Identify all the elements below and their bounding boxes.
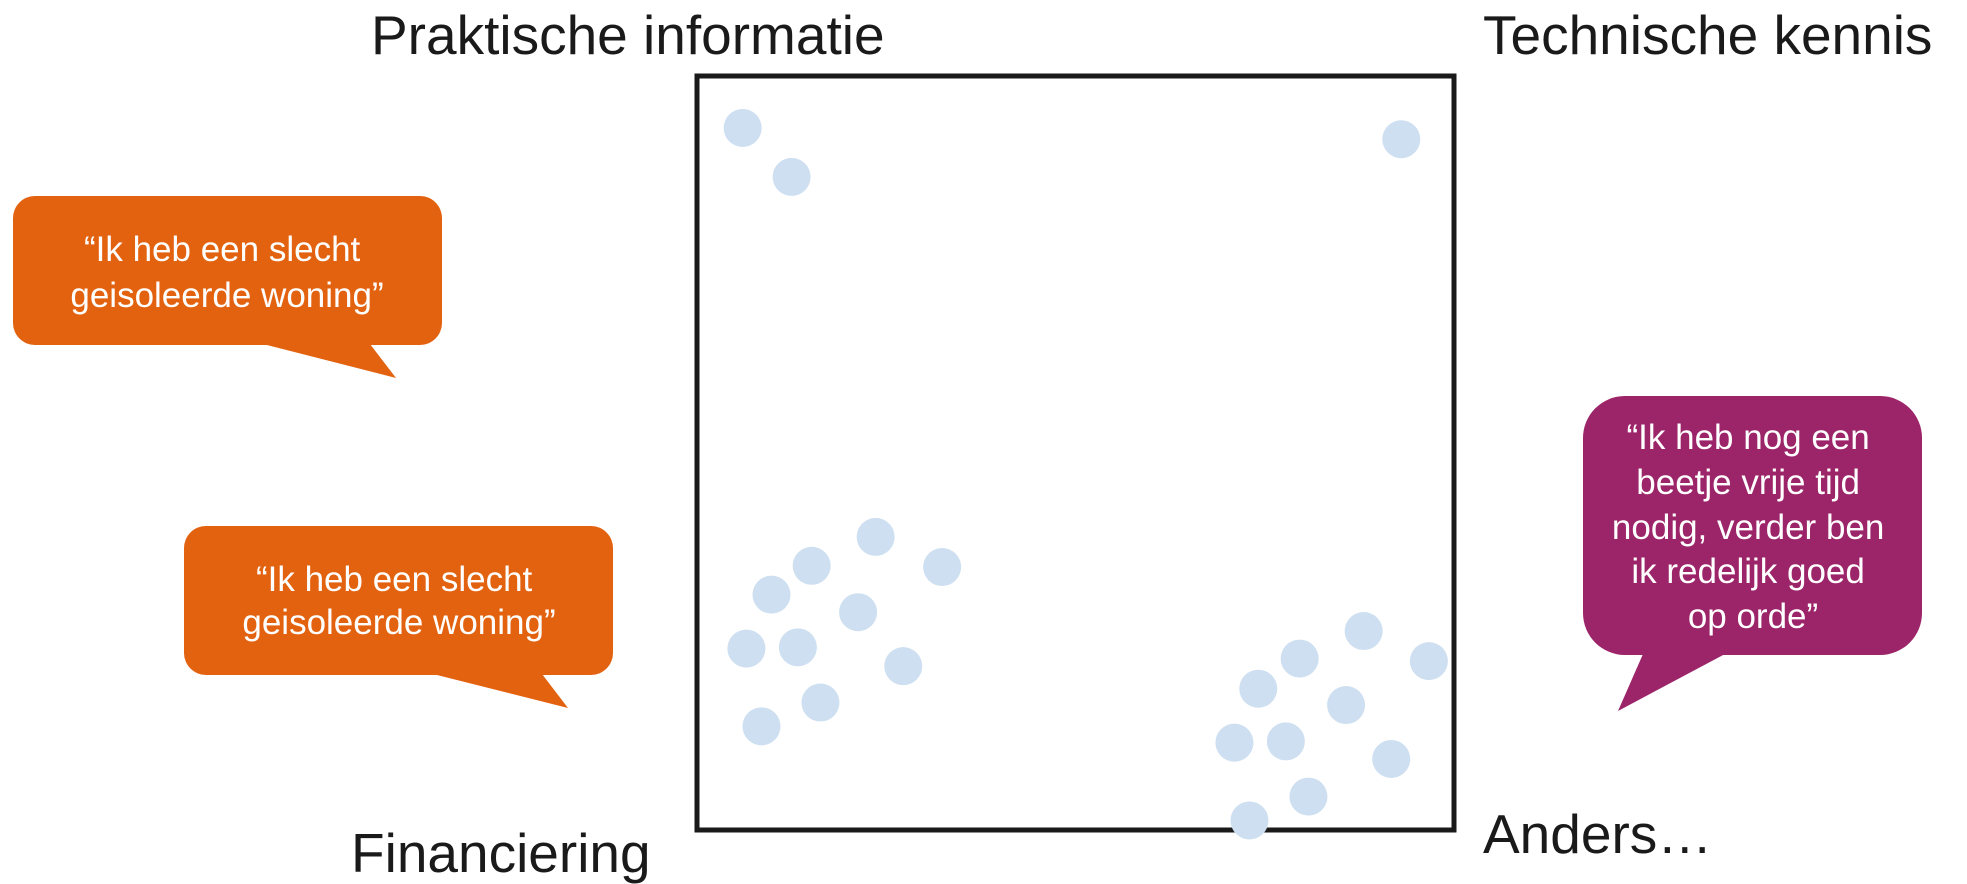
dot <box>1409 642 1448 681</box>
dot <box>772 157 811 196</box>
dot <box>1215 723 1254 762</box>
dot <box>752 575 791 614</box>
dot <box>1239 669 1278 708</box>
dot <box>1372 739 1411 778</box>
dot <box>884 647 923 686</box>
bubble-text: “Ik heb nog een beetje vrije tijd nodig,… <box>1612 418 1894 636</box>
dot <box>1344 612 1383 651</box>
bubble-line: “Ik heb een slecht <box>256 560 533 599</box>
bubble-text: “Ik heb een slecht geisoleerde woning” <box>70 230 383 315</box>
dot <box>1280 639 1319 678</box>
quadrant-frame <box>694 73 1457 833</box>
bubble-line: “Ik heb nog een <box>1627 418 1870 457</box>
bubble-line: op orde” <box>1688 597 1818 636</box>
dot <box>1382 120 1421 159</box>
dot <box>723 108 762 147</box>
bubble-line: beetje vrije tijd <box>1636 463 1860 502</box>
dot <box>727 629 766 668</box>
bubble-text: “Ik heb een slecht geisoleerde woning” <box>242 560 555 642</box>
dot <box>839 593 878 632</box>
dot <box>1289 777 1328 816</box>
speech-bubble: “Ik heb nog een beetje vrije tijd nodig,… <box>1583 396 1922 711</box>
bubble-line: geisoleerde woning” <box>70 276 383 315</box>
bubble-tail <box>263 344 396 378</box>
bubble-body <box>13 196 442 345</box>
bubble-line: “Ik heb een slecht <box>84 230 361 269</box>
dot <box>792 546 831 585</box>
bubble-line: nodig, verder ben <box>1612 508 1884 547</box>
bubble-tail <box>433 674 568 708</box>
dot <box>742 707 781 746</box>
corner-label: Anders… <box>1483 803 1712 865</box>
dots <box>723 108 1448 840</box>
dot <box>1230 801 1269 840</box>
corner-label: Financiering <box>351 822 651 884</box>
speech-bubble: “Ik heb een slecht geisoleerde woning” <box>13 196 442 378</box>
dot <box>1266 722 1305 761</box>
bubble-line: ik redelijk goed <box>1631 552 1864 591</box>
dot <box>923 548 962 587</box>
bubble-tail <box>1618 654 1725 711</box>
speech-bubble: “Ik heb een slecht geisoleerde woning” <box>184 526 613 708</box>
corner-label: Praktische informatie <box>371 4 885 66</box>
dot <box>856 517 895 556</box>
bubble-body <box>184 526 613 675</box>
bubble-line: geisoleerde woning” <box>242 603 555 642</box>
dot <box>801 683 840 722</box>
dot <box>1327 686 1366 725</box>
corner-label: Technische kennis <box>1483 4 1932 66</box>
bubble-body <box>1583 396 1922 655</box>
dot <box>778 628 817 667</box>
